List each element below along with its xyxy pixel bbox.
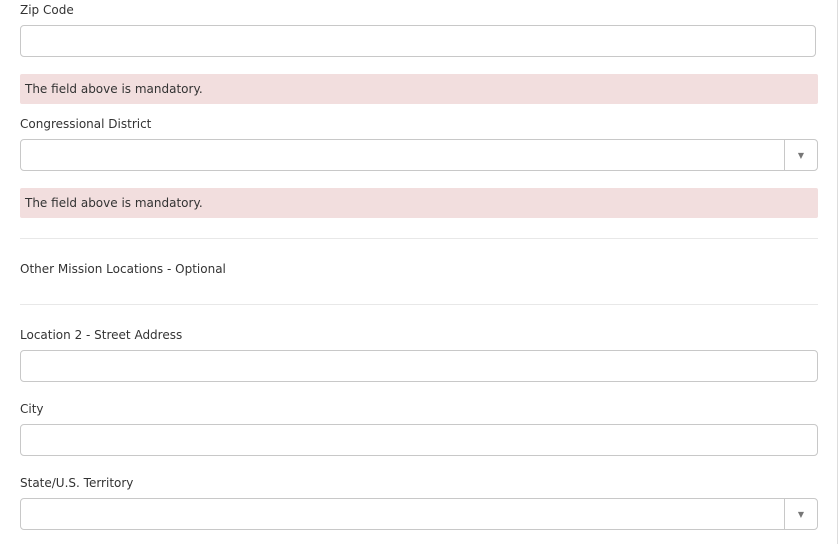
caret-down-icon[interactable]: ▼ <box>784 499 817 529</box>
zip-code-input[interactable] <box>20 25 816 57</box>
location2-street-input[interactable] <box>20 350 818 382</box>
location2-street-label: Location 2 - Street Address <box>20 328 183 342</box>
congressional-district-select[interactable]: ▼ <box>20 139 818 171</box>
section-title: Other Mission Locations - Optional <box>20 262 226 276</box>
city-input[interactable] <box>20 424 818 456</box>
congressional-district-label: Congressional District <box>20 117 152 131</box>
congressional-district-error: The field above is mandatory. <box>20 188 818 218</box>
state-label: State/U.S. Territory <box>20 476 134 490</box>
divider <box>20 304 818 305</box>
state-select[interactable]: ▼ <box>20 498 818 530</box>
city-label: City <box>20 402 44 416</box>
caret-down-icon[interactable]: ▼ <box>784 140 817 170</box>
divider <box>20 238 818 239</box>
zip-code-error: The field above is mandatory. <box>20 74 818 104</box>
zip-code-label: Zip Code <box>20 3 74 17</box>
scrollbar-edge <box>837 0 838 544</box>
